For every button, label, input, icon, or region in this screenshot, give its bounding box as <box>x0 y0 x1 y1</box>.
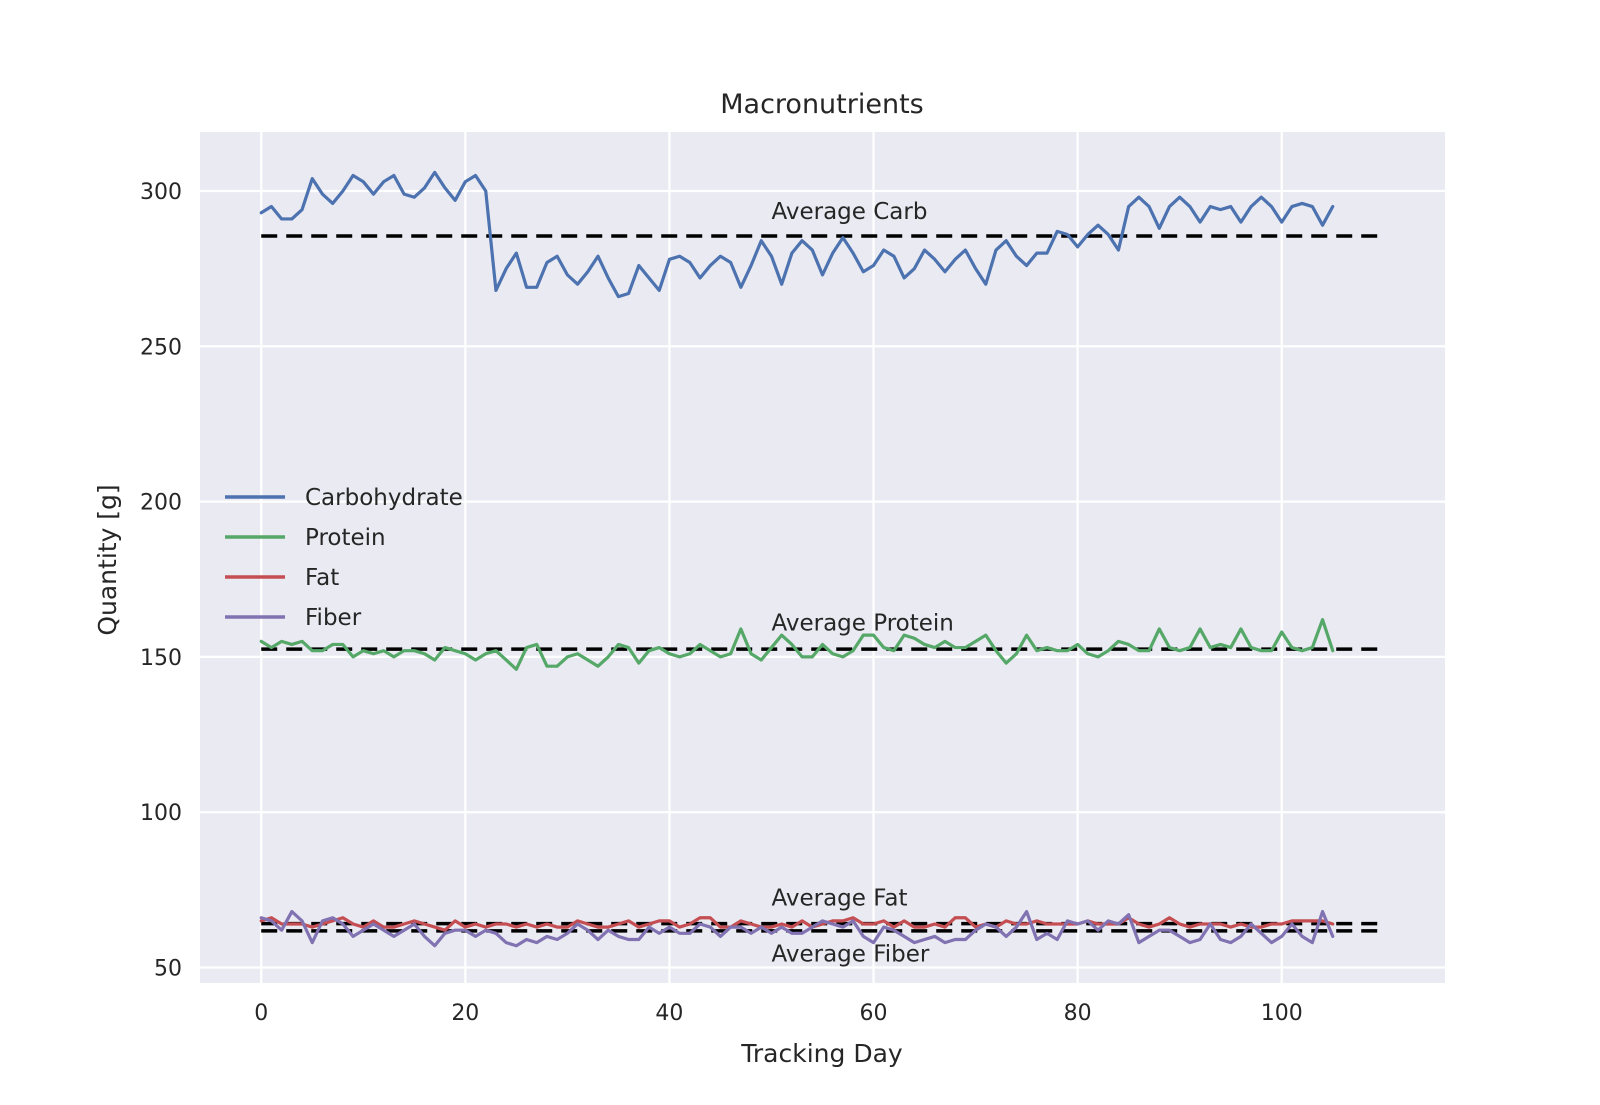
chart-title: Macronutrients <box>720 89 924 120</box>
average-annotation: Average Protein <box>771 610 953 636</box>
legend-label: Carbohydrate <box>305 485 463 511</box>
average-annotations: Average Carb Average Protein Average Fat Av… <box>771 199 953 967</box>
x-tick-label: 100 <box>1261 1001 1303 1026</box>
legend-label: Protein <box>305 525 386 551</box>
average-annotation: Average Fat <box>771 885 907 911</box>
grid-lines <box>200 132 1445 983</box>
x-axis-label: Tracking Day <box>740 1039 903 1068</box>
y-tick-label: 50 <box>154 956 182 981</box>
y-tick-label: 150 <box>140 646 182 671</box>
series-lines <box>259 170 1335 948</box>
plot-area <box>200 132 1445 983</box>
x-tick-label: 0 <box>254 1001 268 1026</box>
x-tick-label: 20 <box>451 1001 479 1026</box>
x-tick-label: 80 <box>1064 1001 1092 1026</box>
tick-labels: 0 20 40 60 80 100 50 100 150 200 250 300 <box>140 180 1303 1026</box>
average-annotation: Average Carb <box>771 199 927 225</box>
y-axis-label: Quantity [g] <box>93 484 122 635</box>
x-tick-label: 60 <box>860 1001 888 1026</box>
series-line-fiber <box>259 909 1335 948</box>
y-tick-label: 100 <box>140 801 182 826</box>
average-annotation: Average Fiber <box>771 941 929 967</box>
series-line-protein <box>259 618 1335 671</box>
series-line-fat <box>259 916 1335 932</box>
legend-label: Fiber <box>305 605 362 631</box>
y-tick-label: 250 <box>140 335 182 360</box>
y-tick-label: 200 <box>140 491 182 516</box>
y-tick-label: 300 <box>140 180 182 205</box>
x-tick-label: 40 <box>655 1001 683 1026</box>
legend: Carbohydrate Protein Fat Fiber <box>225 485 463 631</box>
series-line-carbohydrate <box>259 170 1335 299</box>
legend-label: Fat <box>305 565 339 591</box>
